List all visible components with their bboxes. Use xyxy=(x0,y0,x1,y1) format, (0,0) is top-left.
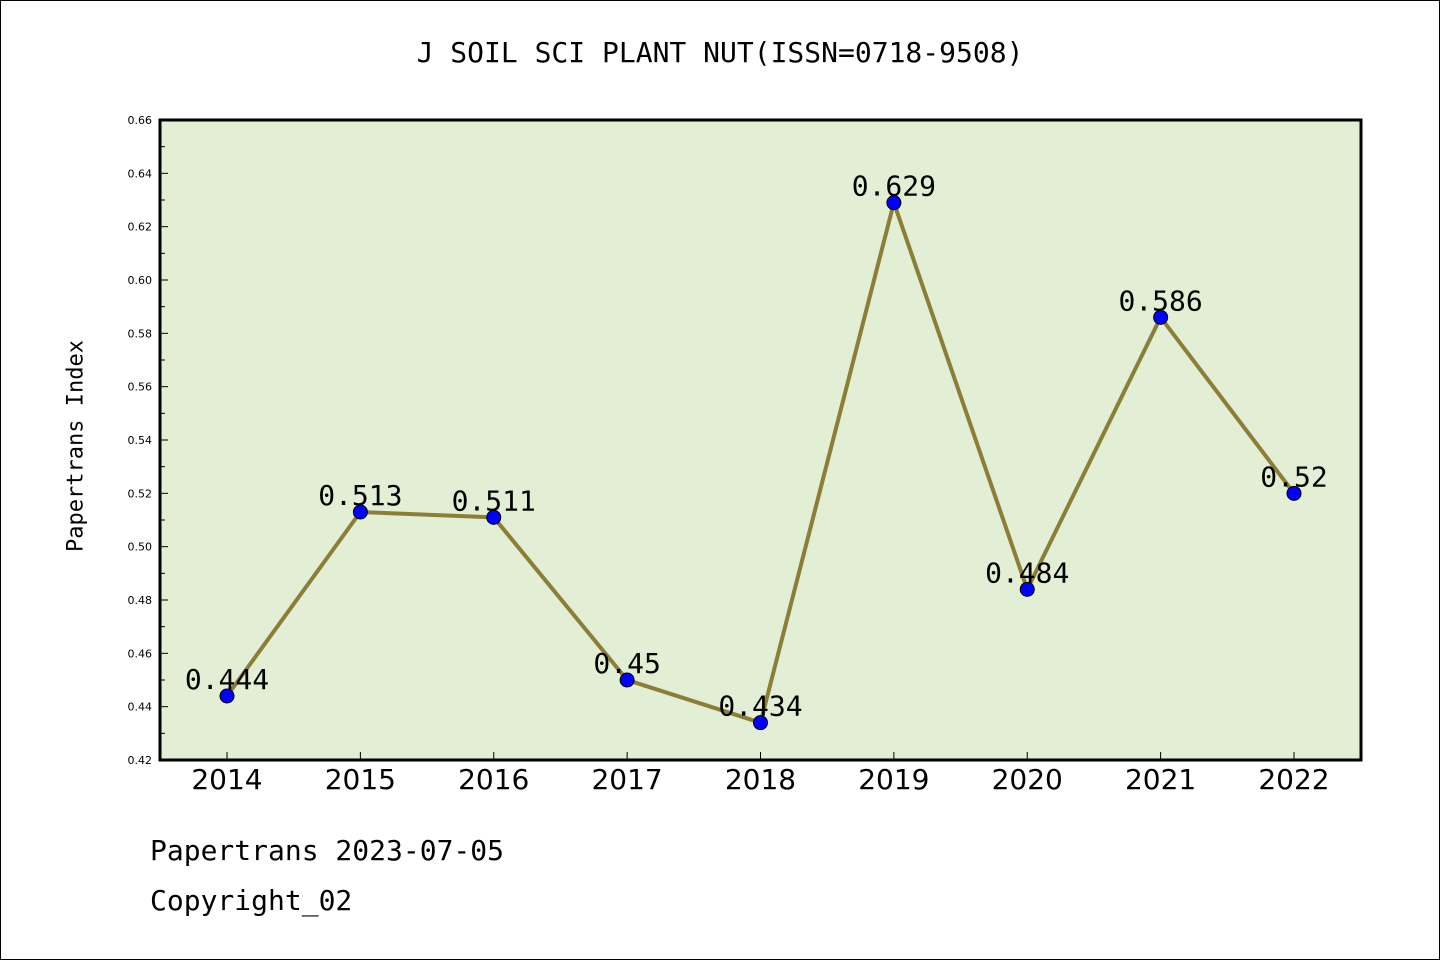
footer-copyright: Copyright_02 xyxy=(150,884,352,917)
data-label: 0.52 xyxy=(1260,460,1327,493)
y-tick-label: 0.64 xyxy=(128,167,153,180)
y-tick-label: 0.58 xyxy=(128,327,153,340)
line-chart: 0.42 0.44 0.46 0.48 0.50 0.52 0.54 0.56 0.58 0.60… xyxy=(0,0,1440,960)
y-tick-label: 0.50 xyxy=(128,541,153,554)
x-tick-label: 2016 xyxy=(458,763,529,796)
data-label: 0.513 xyxy=(318,479,402,512)
x-tick-label: 2014 xyxy=(191,763,262,796)
data-label: 0.629 xyxy=(852,170,936,203)
y-tick-label: 0.62 xyxy=(128,221,153,234)
x-tick-label: 2015 xyxy=(325,763,396,796)
y-tick-label: 0.56 xyxy=(128,381,153,394)
y-tick-label: 0.54 xyxy=(128,434,153,447)
footer-date: Papertrans 2023-07-05 xyxy=(150,834,504,867)
y-tick-label: 0.52 xyxy=(128,487,153,500)
x-tick-label: 2020 xyxy=(992,763,1063,796)
x-tick-label: 2019 xyxy=(858,763,929,796)
y-tick-label: 0.60 xyxy=(128,274,153,287)
y-tick-label: 0.46 xyxy=(128,647,153,660)
data-label: 0.511 xyxy=(452,484,536,517)
y-tick-label: 0.44 xyxy=(128,701,153,714)
y-tick-label: 0.42 xyxy=(128,754,153,767)
plot-area xyxy=(160,120,1361,760)
data-label: 0.444 xyxy=(185,663,269,696)
x-tick-label: 2021 xyxy=(1125,763,1196,796)
y-tick-label: 0.48 xyxy=(128,594,153,607)
x-tick-label: 2022 xyxy=(1258,763,1329,796)
data-label: 0.586 xyxy=(1118,284,1202,317)
data-label: 0.484 xyxy=(985,556,1069,589)
x-tick-label: 2018 xyxy=(725,763,796,796)
data-label: 0.45 xyxy=(593,647,660,680)
x-tick-label: 2017 xyxy=(591,763,662,796)
y-tick-label: 0.66 xyxy=(128,114,153,127)
data-label: 0.434 xyxy=(718,690,802,723)
